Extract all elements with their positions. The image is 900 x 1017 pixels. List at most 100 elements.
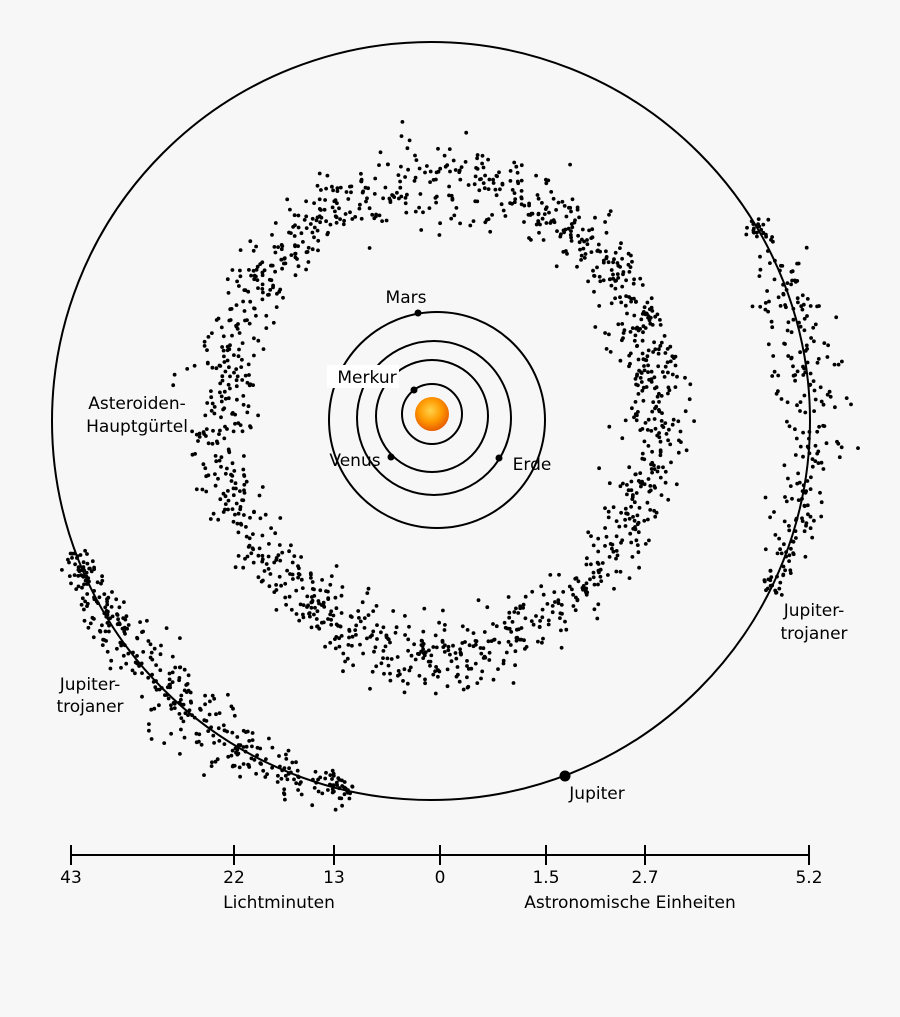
asteroid-dot xyxy=(348,614,353,619)
asteroid-dot xyxy=(209,408,214,413)
trojan-dot xyxy=(804,245,809,250)
asteroid-dot xyxy=(366,186,370,191)
asteroid-dot xyxy=(540,607,545,612)
asteroid-dot xyxy=(233,565,238,570)
asteroid-dot xyxy=(622,328,627,333)
asteroid-dot xyxy=(604,534,609,539)
trojan-dot xyxy=(756,222,760,227)
asteroid-dot xyxy=(461,687,466,692)
asteroid-dot xyxy=(503,625,508,630)
asteroid-dot xyxy=(506,639,511,644)
trojan-dot xyxy=(147,722,151,726)
asteroid-dot xyxy=(628,330,633,334)
asteroid-dot xyxy=(216,316,221,321)
scale-tick-label: 1.5 xyxy=(532,868,559,888)
asteroid-dot xyxy=(232,469,237,473)
asteroid-dot xyxy=(249,273,254,278)
mars-label: Mars xyxy=(386,288,427,308)
asteroid-dot xyxy=(458,647,462,652)
trojan-dot xyxy=(340,784,345,788)
asteroid-dot xyxy=(441,608,445,613)
asteroid-dot xyxy=(595,616,600,621)
asteroid-dot xyxy=(458,650,463,655)
asteroid-dot xyxy=(683,409,688,414)
asteroid-dot xyxy=(586,279,590,284)
trojan-dot xyxy=(294,760,298,765)
asteroid-dot xyxy=(576,233,580,238)
asteroid-dot xyxy=(283,595,288,600)
asteroid-dot xyxy=(651,350,655,354)
asteroid-dot xyxy=(328,640,333,645)
asteroid-dot xyxy=(252,353,256,358)
asteroid-dot xyxy=(671,417,676,422)
asteroid-dot xyxy=(480,161,484,166)
asteroid-dot xyxy=(273,250,278,255)
trojan-dot xyxy=(785,328,790,333)
asteroid-dot xyxy=(663,421,668,425)
asteroid-dot xyxy=(309,572,313,577)
asteroid-dot xyxy=(336,623,340,628)
asteroid-dot xyxy=(653,347,658,352)
asteroid-dot xyxy=(615,261,620,265)
trojan-dot xyxy=(813,443,818,448)
trojan-dot xyxy=(202,718,207,723)
asteroid-dot xyxy=(412,179,417,183)
asteroid-dot xyxy=(283,581,288,586)
asteroid-dot xyxy=(632,518,637,523)
asteroid-dot xyxy=(385,656,390,661)
asteroid-dot xyxy=(581,587,585,592)
trojan-dot xyxy=(819,514,824,519)
asteroid-dot xyxy=(256,553,261,558)
asteroid-dot xyxy=(185,367,190,371)
trojan-dot xyxy=(67,574,72,578)
asteroid-dot xyxy=(619,300,624,305)
asteroid-dot xyxy=(655,312,660,317)
trojan-dot xyxy=(817,424,821,429)
asteroid-dot xyxy=(644,358,649,363)
asteroid-dot xyxy=(453,168,458,172)
asteroid-dot xyxy=(535,193,540,197)
asteroid-dot xyxy=(274,608,279,612)
asteroid-dot xyxy=(241,402,246,407)
asteroid-dot xyxy=(267,584,272,589)
asteroid-dot xyxy=(650,409,655,414)
asteroid-dot xyxy=(630,259,634,264)
asteroid-dot xyxy=(649,462,653,467)
asteroid-dot xyxy=(573,218,577,223)
trojan-dot xyxy=(757,274,762,278)
trojan-dot xyxy=(323,776,328,781)
asteroid-dot xyxy=(326,617,330,621)
asteroid-dot xyxy=(596,536,601,541)
asteroid-dot xyxy=(570,225,575,230)
trojan-dot xyxy=(124,661,129,666)
asteroid-dot xyxy=(246,362,251,367)
asteroid-dot xyxy=(330,205,335,210)
asteroid-dot xyxy=(448,169,452,174)
asteroid-dot xyxy=(649,467,654,471)
asteroid-dot xyxy=(257,546,262,551)
asteroid-dot xyxy=(634,418,639,423)
asteroid-dot xyxy=(388,200,393,205)
trojan-dot xyxy=(154,687,159,692)
asteroid-dot xyxy=(434,200,438,205)
asteroid-dot xyxy=(500,182,505,187)
asteroid-dot xyxy=(646,370,650,374)
asteroid-dot xyxy=(616,322,621,327)
asteroid-dot xyxy=(196,439,200,443)
asteroid-dot xyxy=(534,173,538,178)
asteroid-dot xyxy=(639,380,644,384)
asteroid-dot xyxy=(473,174,478,179)
trojan-dot xyxy=(235,735,240,739)
asteroid-dot xyxy=(610,546,614,551)
trojan-dot xyxy=(819,399,824,404)
asteroid-dot xyxy=(381,196,385,201)
asteroid-dot xyxy=(429,653,434,658)
asteroid-dot xyxy=(529,211,534,216)
asteroid-dot xyxy=(418,192,423,196)
asteroid-dot xyxy=(205,401,210,405)
asteroid-dot xyxy=(445,684,450,689)
asteroid-dot xyxy=(223,369,228,374)
asteroid-dot xyxy=(386,663,391,668)
asteroid-dot xyxy=(614,534,619,539)
asteroid-dot xyxy=(641,330,645,335)
